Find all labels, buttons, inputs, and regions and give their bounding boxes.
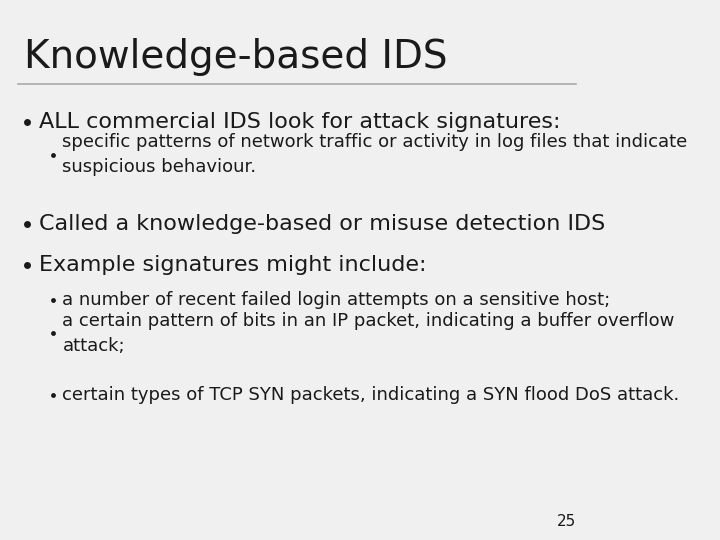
Text: certain types of TCP SYN packets, indicating a SYN flood DoS attack.: certain types of TCP SYN packets, indica… xyxy=(63,386,680,404)
Text: Example signatures might include:: Example signatures might include: xyxy=(39,254,426,275)
Text: a certain pattern of bits in an IP packet, indicating a buffer overflow
attack;: a certain pattern of bits in an IP packe… xyxy=(63,312,675,355)
Text: specific patterns of network traffic or activity in log files that indicate
susp: specific patterns of network traffic or … xyxy=(63,133,688,177)
Text: Knowledge-based IDS: Knowledge-based IDS xyxy=(24,38,447,76)
Text: ALL commercial IDS look for attack signatures:: ALL commercial IDS look for attack signa… xyxy=(39,111,560,132)
Text: a number of recent failed login attempts on a sensitive host;: a number of recent failed login attempts… xyxy=(63,291,611,309)
Text: Called a knowledge-based or misuse detection IDS: Called a knowledge-based or misuse detec… xyxy=(39,214,605,234)
Text: 25: 25 xyxy=(557,514,576,529)
